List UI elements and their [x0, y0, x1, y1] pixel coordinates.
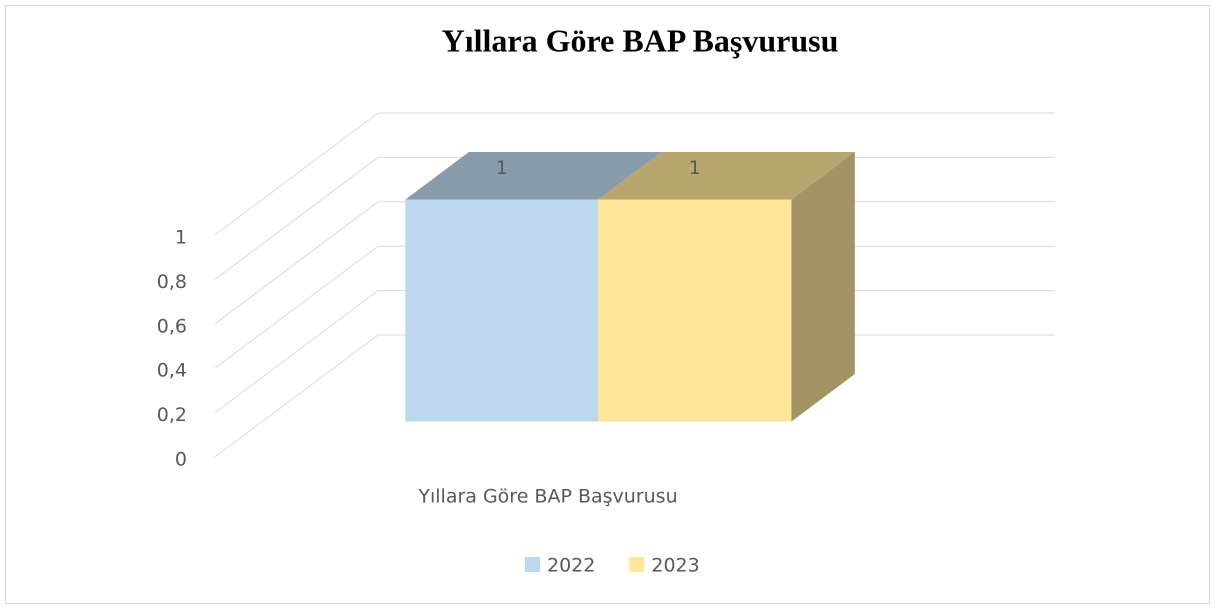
- bar-top: [405, 152, 662, 200]
- y-tick-label: 1: [175, 227, 187, 249]
- bar: [405, 199, 599, 422]
- x-tick-label: Yıllara Göre BAP Başvurusu: [417, 486, 677, 508]
- y-tick-label: 0: [175, 449, 187, 471]
- y-tick-label: 0,2: [157, 404, 187, 426]
- y-tick-label: 0,8: [157, 271, 187, 293]
- legend-label: 2023: [651, 555, 699, 577]
- legend-label: 2022: [547, 555, 595, 577]
- y-tick-label: 0,4: [157, 360, 187, 382]
- y-tick-label: 0,6: [157, 315, 187, 337]
- grid-line: [214, 112, 1055, 236]
- legend-swatch: [629, 557, 645, 572]
- data-label: 1: [496, 157, 508, 179]
- chart-title: Yıllara Göre BAP Başvurusu: [442, 22, 839, 58]
- data-label: 1: [689, 157, 701, 179]
- legend-swatch: [525, 557, 540, 572]
- bar-top: [598, 152, 855, 200]
- bar: [598, 199, 792, 422]
- bar-side: [791, 152, 855, 422]
